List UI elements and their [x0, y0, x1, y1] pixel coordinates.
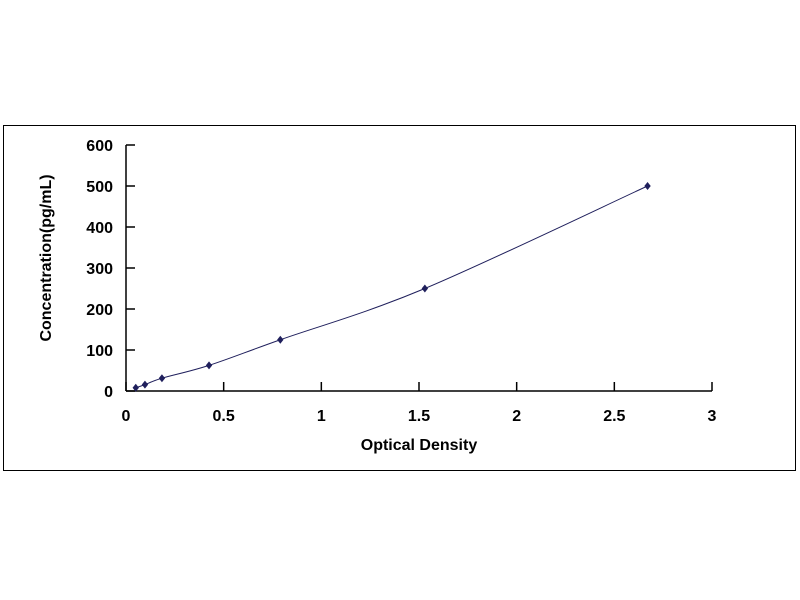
- x-tick-label: 1.5: [408, 408, 430, 425]
- y-tick-label: 600: [86, 138, 113, 155]
- y-tick-label: 300: [86, 261, 113, 278]
- data-point: [644, 182, 651, 190]
- x-tick-label: 1: [317, 408, 326, 425]
- y-tick-label: 0: [104, 384, 113, 401]
- series-line: [135, 185, 648, 389]
- y-tick-label: 200: [86, 302, 113, 319]
- data-point: [141, 380, 149, 389]
- x-tick-label: 0: [122, 408, 131, 425]
- y-axis-label: Concentration(pg/mL): [38, 174, 55, 341]
- y-tick-label: 100: [86, 343, 113, 360]
- data-point: [421, 284, 429, 293]
- x-tick-label: 0.5: [213, 408, 235, 425]
- data-point: [132, 383, 139, 392]
- x-tick-label: 3: [708, 408, 717, 425]
- y-tick-label: 500: [86, 179, 113, 196]
- x-tick-label: 2: [512, 408, 521, 425]
- x-tick-label: 2.5: [603, 408, 625, 425]
- data-point: [158, 374, 166, 383]
- data-point: [277, 335, 284, 344]
- x-axis-label: Optical Density: [361, 437, 478, 454]
- data-point: [205, 361, 213, 370]
- y-tick-label: 400: [86, 220, 113, 237]
- chart-frame: [3, 125, 796, 471]
